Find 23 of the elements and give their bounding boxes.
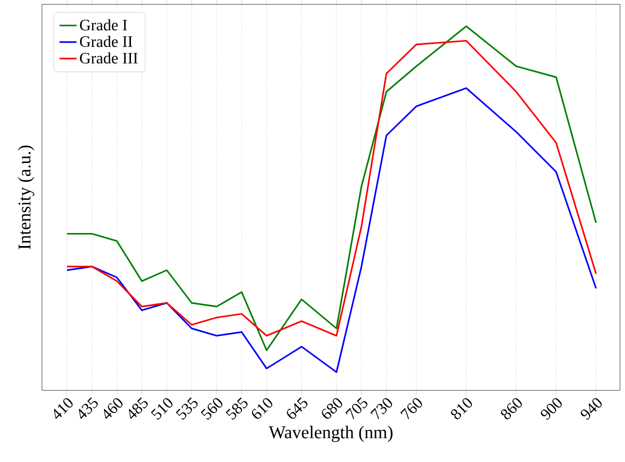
x-tick-label: 940	[580, 398, 602, 420]
x-tick-label: 680	[322, 398, 342, 419]
x-tick-label: 510	[150, 398, 172, 420]
legend-label: Grade III	[80, 52, 138, 64]
x-axis-title: Wavelength (nm)	[268, 426, 392, 442]
x-tick-label: 760	[400, 398, 422, 420]
y-axis-title: Intensity (a.u.)	[18, 145, 34, 250]
x-tick-label: 410	[54, 398, 73, 419]
x-tick-label: 610	[252, 398, 272, 419]
x-tick-label: 585	[226, 397, 248, 420]
x-tick-label: 730	[370, 398, 392, 420]
x-tick-label: 705	[345, 397, 368, 420]
x-tick-label: 460	[104, 398, 123, 419]
legend-label: Grade II	[80, 36, 132, 47]
x-tick-label: 435	[78, 397, 98, 419]
x-tick-label: 645	[286, 397, 308, 419]
legend-label: Grade I	[80, 19, 127, 30]
x-tick-label: 535	[176, 397, 198, 420]
x-tick-label: 900	[540, 398, 562, 420]
x-tick-label: 485	[128, 397, 148, 419]
x-tick-label: 810	[451, 398, 472, 420]
x-tick-label: 560	[200, 398, 222, 420]
x-tick-label: 860	[500, 398, 522, 420]
